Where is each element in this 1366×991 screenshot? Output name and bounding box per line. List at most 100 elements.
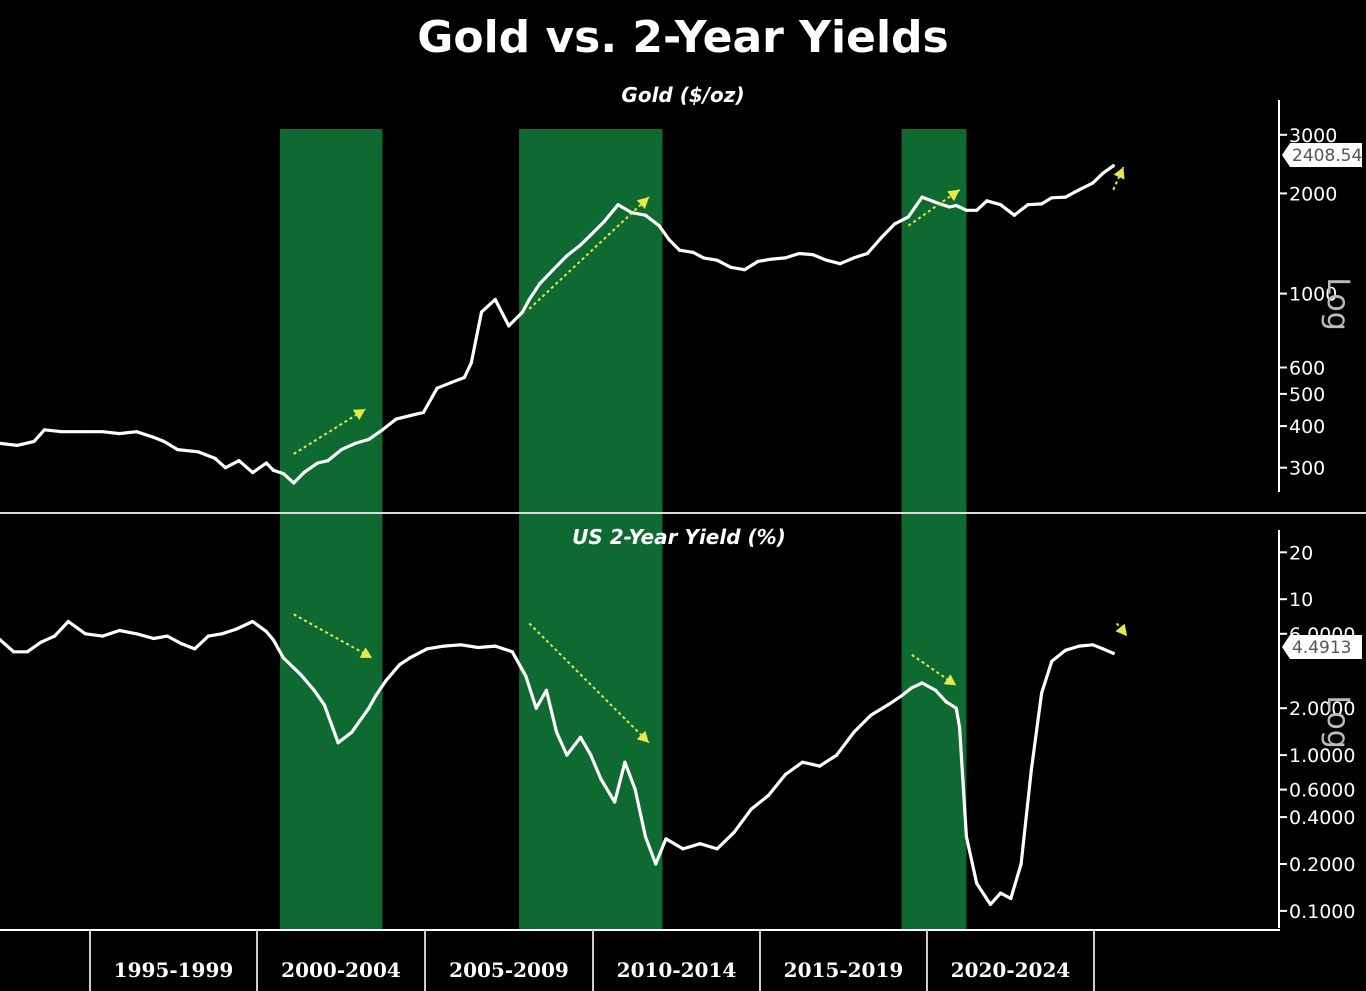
gold-data-point [353,441,357,445]
gold-data-point [578,243,583,247]
gold-data-point [643,213,648,217]
yield-data-point [783,772,788,777]
gold-data-point [507,324,511,328]
yield-data-point [251,619,255,624]
gold-data-point [1050,196,1054,200]
yield-y-tick-label: 0.4000 [1289,807,1355,829]
gold-data-point [920,195,924,199]
gold-data-point [947,205,952,209]
yield-data-point [900,694,904,698]
yield-trend-arrow-2 [528,622,650,744]
yield-data-point [749,807,753,811]
yield-data-point [766,793,771,798]
yield-data-point [312,688,316,693]
gold-data-point [954,203,958,208]
gold-data-point [469,361,473,365]
gold-data-point [59,430,64,434]
gold-data-point [264,461,268,465]
gold-y-ticks: 3000 2000 1000 600 500 400 300 [1279,125,1337,480]
yield-data-point [66,619,70,624]
gold-data-point [893,222,897,226]
gold-data-point [0,441,2,445]
yield-data-point [869,713,873,717]
gold-highlight-bands [280,129,967,512]
yield-data-point [944,700,948,704]
gold-last-value: 2408.54 [1292,146,1362,166]
gold-trend-arrows [293,166,1125,455]
gold-last-value-box [1282,143,1362,167]
yield-data-point [493,644,497,648]
yield-data-point [565,753,569,757]
gold-data-point [435,386,439,390]
yield-data-point [264,630,268,634]
yield-data-point [643,834,648,839]
gold-panel-title: Gold ($/oz) [621,83,744,107]
yield-data-point [117,628,122,633]
yield-trend-arrowhead-2 [636,730,649,743]
yield-data-point [367,706,371,710]
gold-data-point [616,203,620,207]
x-axis-labels: 1995-1999 2000-2004 2005-2009 2010-2014 2015… [89,930,1095,991]
gold-data-point [1040,202,1044,206]
gold-data-point [152,435,156,439]
gold-data-point [271,468,275,472]
gold-data-point [479,310,484,314]
gold-data-point [176,448,180,452]
yield-panel-title: US 2-Year Yield (%) [572,525,786,549]
gold-data-point [852,256,856,260]
gold-data-point [742,268,747,272]
yield-data-point [1009,896,1013,901]
gold-data-point [770,257,774,261]
gold-data-point [1026,203,1030,207]
gold-highlight-band-2 [519,129,663,512]
gold-data-point [1063,195,1068,199]
x-axis-label: 2015-2019 [784,958,904,982]
gold-data-point [667,238,671,242]
yield-y-tick-label: 0.6000 [1289,780,1355,802]
gold-data-point [811,253,815,257]
gold-data-point [975,208,979,212]
gold-trend-arrow-1 [293,408,366,455]
yield-data-point [298,672,303,676]
gold-data-point [213,456,217,460]
yield-trend-arrowhead-4 [1115,623,1127,637]
gold-y-tick-label: 500 [1289,384,1325,406]
yield-data-point [664,837,668,841]
gold-data-point [964,208,969,212]
yield-y-tick-label: 20 [1289,542,1313,564]
gold-data-point [1111,164,1115,168]
gold-data-point [783,256,788,260]
yield-y-tick-label: 2.0000 [1289,698,1355,720]
gold-data-point [196,450,200,454]
gold-data-point [934,200,938,204]
gold-data-point [657,224,661,228]
x-axis-label: 1995-1999 [114,958,234,982]
yield-data-point [589,753,593,757]
yield-data-point [524,674,528,678]
gold-data-point [83,430,87,434]
yield-data-point [954,706,958,710]
gold-data-point [565,254,569,258]
yield-data-point [83,632,87,636]
gold-data-point [462,375,466,380]
x-axis-label: 2005-2009 [449,958,569,982]
gold-axis-scale-label: Log [1320,277,1355,331]
yield-data-point [350,730,354,734]
yield-data-point [818,764,822,768]
yield-data-point [623,760,627,764]
yield-y-ticks: 20106.00002.00001.00000.60000.40000.2000… [1279,542,1355,923]
x-axis-label: 2010-2014 [617,958,737,982]
yield-data-point [852,730,856,734]
yield-data-point [1111,651,1115,655]
gold-data-point [589,233,593,237]
yield-data-point [336,741,340,745]
yield-data-point [1101,647,1105,651]
gold-data-point [879,236,883,240]
yield-data-point [835,753,839,757]
yield-data-point [958,726,962,730]
gold-data-point [824,258,829,262]
yield-data-point [920,681,924,685]
yield-data-point [193,647,197,651]
yield-data-point [425,647,429,651]
